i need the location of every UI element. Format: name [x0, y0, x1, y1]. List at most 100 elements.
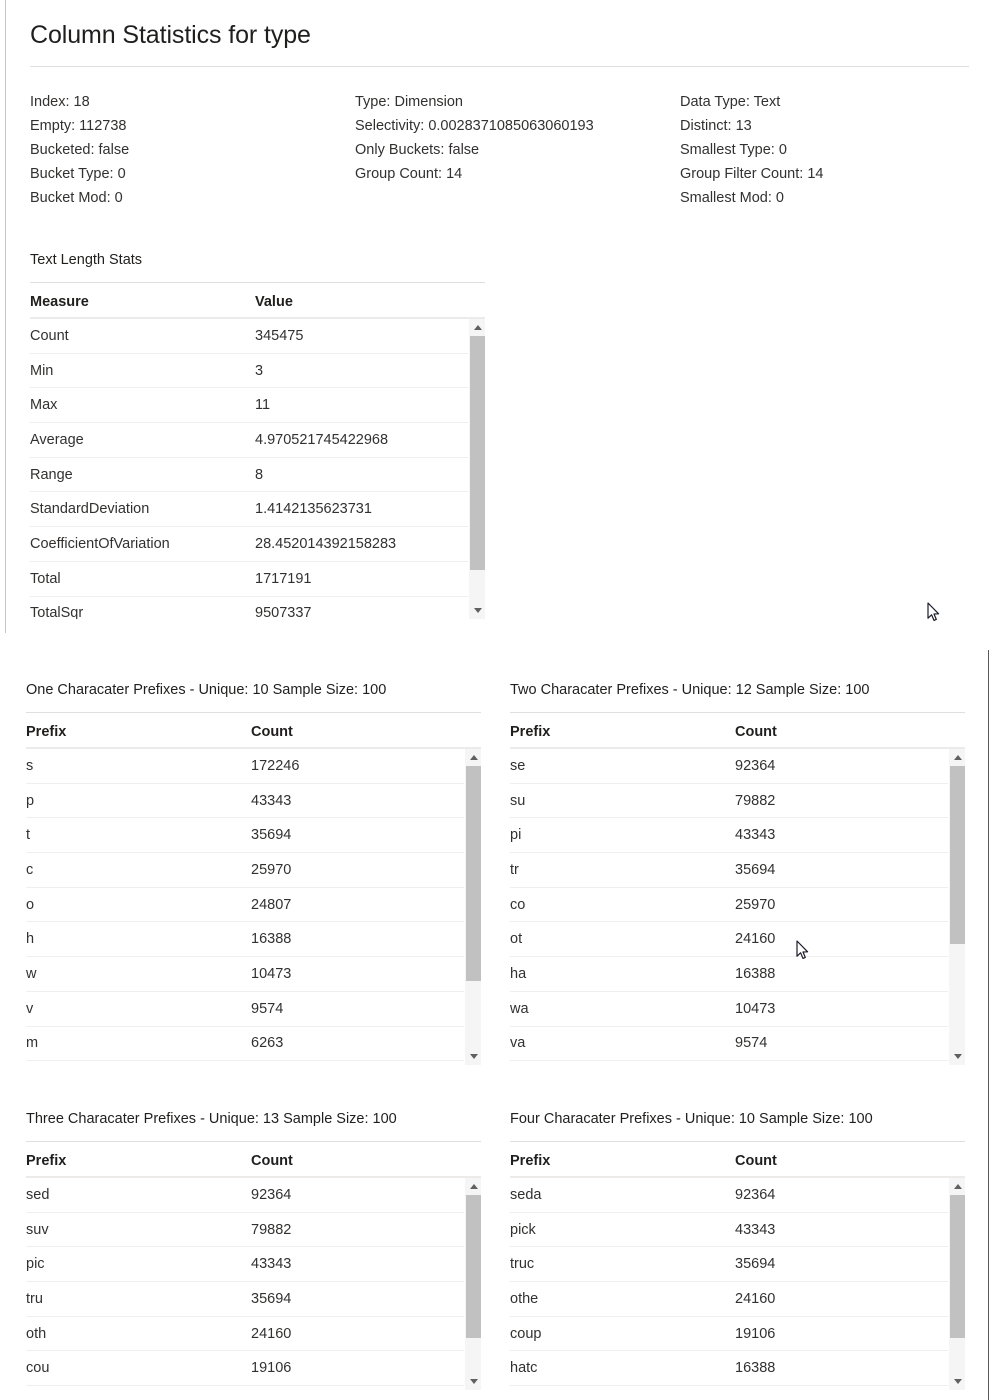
- scrollbar-thumb[interactable]: [466, 1195, 481, 1338]
- prefix-cell: othe: [510, 1290, 539, 1307]
- prefix-cell: o: [26, 896, 35, 913]
- prefix-table-header-row: Prefix Count: [510, 713, 965, 747]
- table-row[interactable]: t 35694: [26, 818, 481, 854]
- count-cell: 79882: [735, 792, 776, 809]
- prefix-table-scroll-area[interactable]: seda 92364 pick 43343 truc 35694 othe 24160 coup…: [510, 1178, 966, 1391]
- table-row[interactable]: Max 11: [30, 388, 485, 424]
- table-row[interactable]: su 79882: [510, 784, 965, 819]
- text-length-stats-header-row: Measure Value: [30, 283, 485, 317]
- count-cell: 25970: [735, 896, 776, 913]
- table-row[interactable]: p 43343: [26, 784, 481, 819]
- scroll-down-arrow-icon[interactable]: [469, 602, 486, 619]
- scroll-up-arrow-icon[interactable]: [465, 1178, 482, 1195]
- header-divider: [26, 747, 481, 749]
- table-row[interactable]: cou 19106: [26, 1351, 481, 1387]
- prefix-table-body: sed 92364 suv 79882 pic 43343 tru 35694 oth 24160…: [26, 1178, 481, 1390]
- column-header-measure[interactable]: Measure: [30, 294, 89, 310]
- table-row[interactable]: Min 3: [30, 354, 485, 389]
- table-row[interactable]: v 9574: [26, 992, 481, 1027]
- table-row[interactable]: tru 35694: [26, 1282, 481, 1317]
- table-row[interactable]: pi 43343: [510, 818, 965, 854]
- summary-line: Smallest Type: 0: [680, 142, 787, 158]
- prefix-table-scroll-area[interactable]: sed 92364 suv 79882 pic 43343 tru 35694 oth 24160…: [26, 1178, 482, 1391]
- table-row[interactable]: co 25970: [510, 888, 965, 923]
- table-row[interactable]: StandardDeviation 1.4142135623731: [30, 492, 485, 528]
- scroll-down-arrow-icon[interactable]: [949, 1048, 966, 1065]
- scrollbar-thumb[interactable]: [470, 336, 485, 571]
- table-row[interactable]: wa 10473: [510, 992, 965, 1027]
- table-row[interactable]: s 172246: [26, 749, 481, 784]
- table-row[interactable]: hatc 16388: [510, 1351, 965, 1387]
- column-header-count[interactable]: Count: [735, 724, 777, 740]
- measure-cell: Count: [30, 327, 69, 344]
- count-cell: 24160: [735, 931, 776, 948]
- table-row[interactable]: sed 92364: [26, 1178, 481, 1213]
- column-header-count[interactable]: Count: [251, 1153, 293, 1169]
- scroll-down-arrow-icon[interactable]: [949, 1373, 966, 1390]
- scrollbar-thumb[interactable]: [466, 766, 481, 981]
- table-row[interactable]: ha 16388: [510, 957, 965, 992]
- prefix-cell: se: [510, 757, 526, 774]
- scroll-down-arrow-icon[interactable]: [465, 1048, 482, 1065]
- table-row[interactable]: Range 8: [30, 458, 485, 493]
- scroll-up-arrow-icon[interactable]: [949, 1178, 966, 1195]
- prefix-table-scroll-area[interactable]: se 92364 su 79882 pi 43343 tr 35694 co 25970 ot 241…: [510, 749, 966, 1066]
- value-cell: 28.452014392158283: [255, 535, 397, 552]
- column-header-count[interactable]: Count: [735, 1153, 777, 1169]
- scroll-up-arrow-icon[interactable]: [465, 749, 482, 766]
- table-row[interactable]: h 16388: [26, 922, 481, 958]
- text-length-stats-section: Text Length Stats Measure Value Count 345…: [30, 250, 485, 619]
- table-row[interactable]: suv 79882: [26, 1213, 481, 1248]
- table-row[interactable]: se 92364: [510, 749, 965, 784]
- count-cell: 43343: [251, 1256, 292, 1273]
- table-row[interactable]: Total 1717191: [30, 562, 485, 597]
- prefix-table-scroll-area[interactable]: s 172246 p 43343 t 35694 c 25970 o 24807 h 16388 w 10…: [26, 749, 482, 1066]
- summary-column-1: Index: 18 Empty: 112738 Bucketed: false …: [30, 90, 355, 210]
- table-row[interactable]: truc 35694: [510, 1247, 965, 1283]
- table-row[interactable]: TotalSqr 9507337: [30, 597, 485, 619]
- table-row[interactable]: m 6263: [26, 1027, 481, 1062]
- count-cell: 43343: [735, 1221, 776, 1238]
- table-row[interactable]: Average 4.970521745422968: [30, 423, 485, 458]
- table-row[interactable]: o 24807: [26, 888, 481, 923]
- table-row[interactable]: pic 43343: [26, 1247, 481, 1283]
- count-cell: 24807: [251, 896, 292, 913]
- table-row[interactable]: oth 24160: [26, 1317, 481, 1352]
- text-length-stats-scrollbar[interactable]: [468, 319, 485, 619]
- table-row[interactable]: seda 92364: [510, 1178, 965, 1213]
- section-title: Three Characater Prefixes - Unique: 13 S…: [26, 1111, 397, 1127]
- table-row[interactable]: va 9574: [510, 1027, 965, 1062]
- column-header-count[interactable]: Count: [251, 724, 293, 740]
- column-header-prefix[interactable]: Prefix: [510, 724, 551, 740]
- column-header-value[interactable]: Value: [255, 294, 293, 310]
- table-row[interactable]: coup 19106: [510, 1317, 965, 1352]
- column-header-prefix[interactable]: Prefix: [510, 1153, 551, 1169]
- prefix-table-scrollbar[interactable]: [948, 749, 966, 1066]
- table-row[interactable]: tr 35694: [510, 853, 965, 888]
- prefix-cell: tru: [26, 1290, 43, 1307]
- prefix-table-scrollbar[interactable]: [464, 749, 482, 1066]
- table-row[interactable]: c 25970: [26, 853, 481, 888]
- table-row[interactable]: Count 345475: [30, 319, 485, 354]
- table-row[interactable]: othe 24160: [510, 1282, 965, 1317]
- text-length-stats-table-scroll-area[interactable]: Count 345475 Min 3 Max 11 Average 4.97052174542…: [30, 319, 485, 619]
- column-header-prefix[interactable]: Prefix: [26, 724, 67, 740]
- scrollbar-thumb[interactable]: [950, 766, 965, 944]
- summary-stats: Index: 18 Empty: 112738 Bucketed: false …: [30, 90, 970, 210]
- scroll-up-arrow-icon[interactable]: [949, 749, 966, 766]
- prefix-table-scrollbar[interactable]: [948, 1178, 966, 1391]
- column-header-prefix[interactable]: Prefix: [26, 1153, 67, 1169]
- mouse-cursor-icon: [927, 602, 940, 622]
- scrollbar-thumb[interactable]: [950, 1195, 965, 1338]
- table-row[interactable]: CoefficientOfVariation 28.452014392158283: [30, 527, 485, 562]
- table-row[interactable]: pick 43343: [510, 1213, 965, 1248]
- count-cell: 172246: [251, 757, 300, 774]
- table-row[interactable]: w 10473: [26, 957, 481, 992]
- prefix-table-body: s 172246 p 43343 t 35694 c 25970 o 24807 h 16388 w 10…: [26, 749, 481, 1065]
- scroll-up-arrow-icon[interactable]: [469, 319, 486, 336]
- scroll-down-arrow-icon[interactable]: [465, 1373, 482, 1390]
- table-row[interactable]: ot 24160: [510, 922, 965, 958]
- prefix-table-scrollbar[interactable]: [464, 1178, 482, 1391]
- right-frame-divider: [988, 650, 989, 1400]
- one-character-prefixes-section: One Characater Prefixes - Unique: 10 Sam…: [26, 680, 482, 1066]
